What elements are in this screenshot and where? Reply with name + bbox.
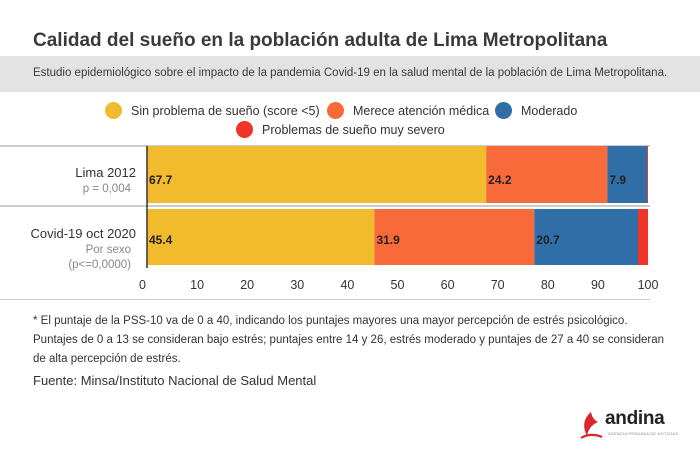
legend-label: Sin problema de sueño (score <5) (131, 103, 320, 118)
footnote: * El puntaje de la PSS-10 va de 0 a 40, … (33, 315, 664, 365)
data-label: 20.7 (536, 233, 560, 247)
stacked-bar-chart: 67.7 24.2 7.9 45.4 31.9 20.7 Lima 2012 p = 0,00… (0, 145, 659, 300)
subtitle-band (0, 56, 700, 92)
x-tick-label: 90 (591, 278, 605, 292)
data-label: 67.7 (149, 173, 173, 187)
legend-item-atencion-medica: Merece atención médica (327, 102, 489, 119)
legend-label: Merece atención médica (353, 103, 490, 118)
logo-wordmark: andina (605, 408, 665, 429)
category-sublabel: p = 0,004 (83, 183, 132, 195)
data-label: 31.9 (376, 233, 400, 247)
bar-segment (607, 146, 647, 203)
x-tick-label: 100 (638, 278, 659, 292)
bar-segment (534, 209, 638, 265)
x-tick-label: 50 (391, 278, 405, 292)
bar-segment (637, 209, 648, 265)
chart-subtitle: Estudio epidemiológico sobre el impacto … (33, 67, 668, 79)
legend-label: Problemas de sueño muy severo (262, 122, 445, 137)
category-label: Lima 2012 (75, 165, 136, 180)
logo-tagline: AGENCIA PERUANA DE NOTICIAS (608, 431, 679, 436)
data-label: 7.9 (609, 173, 626, 187)
legend-swatch (105, 102, 122, 119)
bar-segment (147, 146, 487, 203)
x-tick-label: 40 (340, 278, 354, 292)
legend-swatch (327, 102, 344, 119)
category-sublabel: (p<=0,0000) (68, 259, 131, 271)
legend-item-sin-problema: Sin problema de sueño (score <5) (105, 102, 320, 119)
andina-logo-mark (580, 412, 603, 439)
data-label: 24.2 (488, 173, 512, 187)
category-label: Covid-19 oct 2020 (30, 226, 136, 241)
data-label: 45.4 (149, 233, 173, 247)
x-tick-label: 0 (139, 278, 146, 292)
bar-segment (147, 209, 375, 265)
category-sublabel: Por sexo (86, 244, 131, 256)
legend-label: Moderado (521, 103, 578, 118)
x-tick-label: 70 (491, 278, 505, 292)
bar-segment (486, 146, 608, 203)
legend-swatch (236, 121, 253, 138)
bar-segment (646, 146, 648, 203)
x-tick-label: 20 (240, 278, 254, 292)
legend-item-moderado: Moderado (495, 102, 577, 119)
x-tick-label: 30 (290, 278, 304, 292)
x-tick-label: 60 (441, 278, 455, 292)
andina-logo: andina AGENCIA PERUANA DE NOTICIAS (578, 408, 688, 440)
legend-swatch (495, 102, 512, 119)
bar-segment (374, 209, 535, 265)
x-tick-label: 80 (541, 278, 555, 292)
x-tick-label: 10 (190, 278, 204, 292)
source-note: Fuente: Minsa/Instituto Nacional de Salu… (33, 373, 317, 388)
chart-title: Calidad del sueño en la población adulta… (33, 30, 608, 51)
legend-item-muy-severo: Problemas de sueño muy severo (236, 121, 445, 138)
